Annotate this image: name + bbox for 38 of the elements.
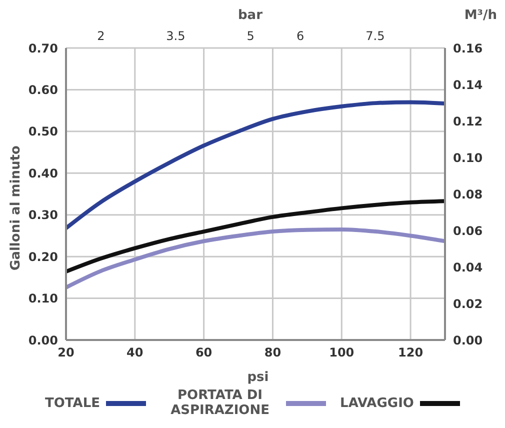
y-tick-label: 0.40	[28, 166, 58, 180]
y-axis-title: Galloni al minuto	[8, 146, 24, 270]
x2-axis-title: bar	[238, 8, 262, 23]
y2-tick-label: 0.16	[453, 41, 483, 56]
x-tick-label: 120	[398, 346, 424, 360]
x-tick-label: 20	[58, 346, 74, 360]
line-series	[66, 199, 445, 274]
line-series	[66, 227, 445, 290]
y-tick-label: 0.00	[28, 333, 58, 348]
y2-tick-label: 0.06	[453, 224, 483, 238]
x2-tick-label: 6	[296, 29, 304, 43]
y2-tick-label: 0.10	[453, 150, 483, 165]
line-series	[66, 100, 445, 230]
y-tick-label: 0.30	[28, 208, 58, 222]
y-tick-label: 0.10	[28, 292, 58, 306]
y-tick-label: 0.50	[28, 124, 58, 139]
x2-tick-label: 7.5	[366, 29, 385, 43]
x-axis-title: psi	[247, 370, 269, 385]
y2-tick-label: 0.08	[453, 187, 483, 202]
y2-tick-label: 0.04	[453, 260, 483, 274]
x-tick-label: 60	[195, 346, 212, 360]
y-tick-label: 0.60	[28, 82, 58, 97]
legend-label: LAVAGGIO	[340, 396, 414, 410]
x2-tick-label: 3.5	[166, 29, 186, 43]
y2-tick-label: 0.02	[453, 296, 483, 311]
y-tick-label: 0.70	[28, 41, 58, 56]
y-tick-label: 0.20	[28, 250, 58, 264]
x-tick-label: 80	[264, 346, 282, 360]
y2-tick-label: 0.12	[453, 114, 483, 128]
x-tick-label: 40	[126, 346, 144, 360]
y2-axis-title: M³/h	[464, 8, 497, 23]
y2-tick-label: 0.14	[453, 78, 483, 92]
x-tick-label: 100	[329, 346, 354, 360]
legend-label: TOTALE	[45, 396, 100, 410]
legend-label: PORTATA DI ASPIRAZIONE	[170, 388, 270, 418]
x2-tick-label: 2	[97, 29, 105, 43]
y2-tick-label: 0.00	[453, 333, 483, 348]
x2-tick-label: 5	[246, 29, 254, 43]
